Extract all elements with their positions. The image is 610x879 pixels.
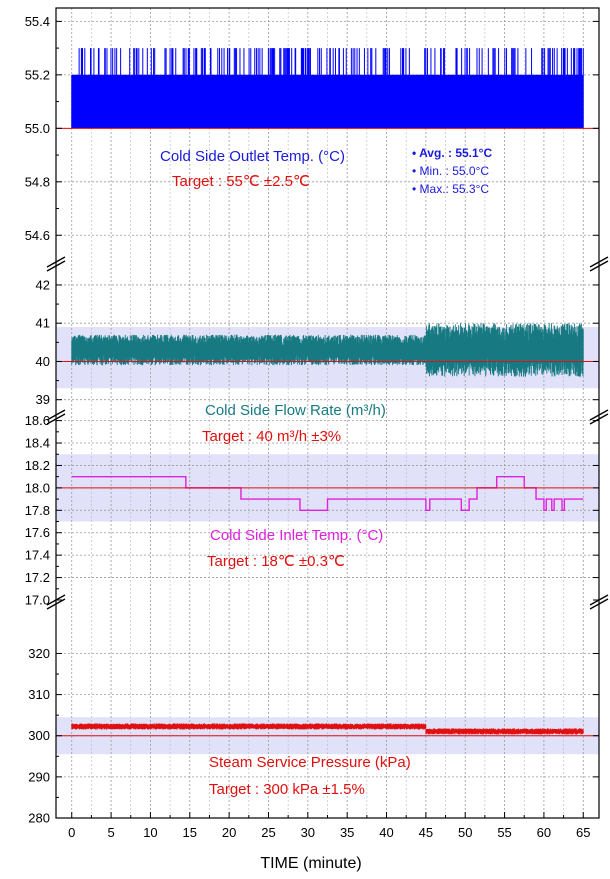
panel-3-ytick-label: 18.2	[25, 458, 50, 473]
xtick-label: 60	[537, 825, 551, 840]
panel-1-ytick-label: 55.2	[25, 67, 50, 82]
xtick-label: 5	[107, 825, 114, 840]
panel-3-axis-break	[46, 409, 66, 421]
panel-4-target: Target : 300 kPa ±1.5%	[209, 781, 365, 798]
panel-4-ytick-label: 320	[28, 646, 50, 661]
panel-4-axis-break	[46, 598, 66, 610]
panel-4-ytick-label: 280	[28, 811, 50, 826]
panel-1-ytick-label: 55.4	[25, 14, 50, 29]
panel-3-title: Cold Side Inlet Temp. (°C)	[210, 527, 383, 544]
panel-4-ytick-label: 290	[28, 769, 50, 784]
xtick-label: 25	[261, 825, 275, 840]
panel-1-series-fill	[71, 74, 584, 129]
panel-4-axis-break	[589, 598, 609, 610]
panel-1-title: Cold Side Outlet Temp. (°C)	[160, 148, 345, 165]
panel-2-ytick-label: 42	[36, 277, 50, 292]
tick-labels: 55.4 55.2 55.0 54.8 54.6 42 41 40 39 18.6 18.4 18.2…	[25, 14, 591, 840]
panel-2-axis-break	[46, 256, 66, 268]
panel-2-axis-break	[589, 260, 609, 272]
xtick-label: 20	[222, 825, 236, 840]
xtick-label: 30	[301, 825, 315, 840]
panel-3-ytick-label: 18.0	[25, 480, 50, 495]
xtick-label: 45	[419, 825, 433, 840]
xtick-label: 35	[340, 825, 354, 840]
panel-3-ytick-label: 18.6	[25, 413, 50, 428]
xtick-label: 10	[143, 825, 157, 840]
panel-2-ytick-label: 41	[36, 316, 50, 331]
panel-1-ytick-label: 55.0	[25, 121, 50, 136]
panel-3-ytick-label: 18.4	[25, 436, 50, 451]
data-series	[71, 48, 584, 735]
panel-4-axis-break	[589, 594, 609, 606]
panel-4-title: Steam Service Pressure (kPa)	[209, 754, 411, 771]
panel-1-target: Target : 55℃ ±2.5℃	[172, 173, 310, 190]
panel-2-ytick-label: 40	[36, 354, 50, 369]
panel-3-ytick-label: 17.4	[25, 548, 50, 563]
panel-2-axis-break	[46, 260, 66, 272]
panel-3-axis-break	[589, 413, 609, 425]
xtick-label: 0	[68, 825, 75, 840]
panel-3-target: Target : 18℃ ±0.3℃	[207, 553, 345, 570]
panel-3-axis-break	[46, 413, 66, 425]
xtick-label: 50	[458, 825, 472, 840]
panel-3-ytick-label: 17.2	[25, 570, 50, 585]
axis-breaks	[46, 256, 609, 610]
xtick-label: 65	[576, 825, 590, 840]
panel-1-ytick-label: 54.8	[25, 174, 50, 189]
panel-4-axis-break	[46, 594, 66, 606]
panel-2-series	[71, 323, 584, 377]
x-axis-label: TIME (minute)	[260, 855, 361, 872]
xtick-label: 15	[183, 825, 197, 840]
panel-1-ytick-label: 54.6	[25, 228, 50, 243]
panel-3-ytick-label: 17.6	[25, 525, 50, 540]
panel-2-title: Cold Side Flow Rate (m³/h)	[205, 402, 386, 419]
axes	[55, 7, 600, 819]
panel-3-axis-break	[589, 409, 609, 421]
panel-4-ytick-label: 310	[28, 687, 50, 702]
panel-4-series	[71, 723, 584, 735]
panel-1-stat-max: • Max.: 55.3°C	[412, 182, 489, 196]
xtick-label: 40	[379, 825, 393, 840]
xtick-label: 55	[497, 825, 511, 840]
panel-3-ytick-label: 17.0	[25, 593, 50, 608]
panel-2-axis-break	[589, 256, 609, 268]
panel-2-ytick-label: 39	[36, 392, 50, 407]
panel-4-ytick-label: 300	[28, 728, 50, 743]
panel-1-stat-min: • Min. : 55.0°C	[412, 164, 489, 178]
panel-2-target: Target : 40 m³/h ±3%	[202, 428, 341, 445]
panel-3-ytick-label: 17.8	[25, 503, 50, 518]
target-lines	[56, 127, 599, 737]
grid-lines	[56, 8, 599, 818]
plot-frame	[55, 7, 600, 819]
panel-1-stat-avg: • Avg. : 55.1°C	[412, 146, 492, 160]
